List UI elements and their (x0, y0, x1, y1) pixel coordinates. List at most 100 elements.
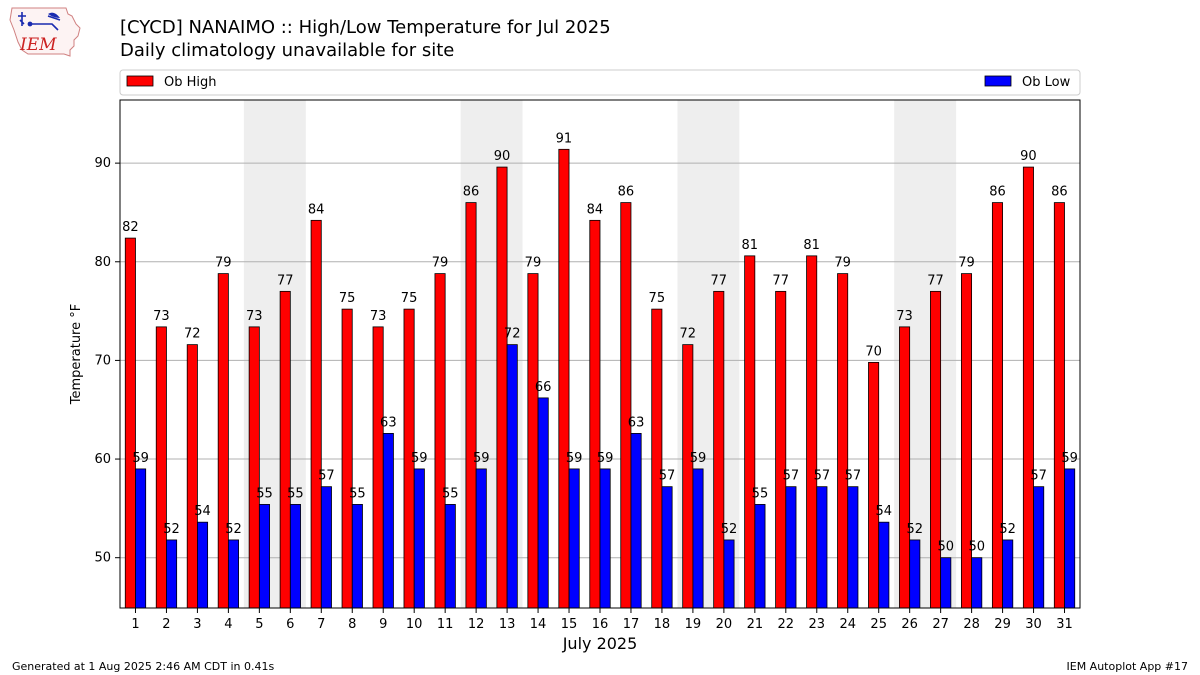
data-label-high: 90 (1020, 149, 1037, 164)
bar-low (723, 539, 735, 609)
bar-high (930, 290, 942, 609)
legend-label-low: Ob Low (1022, 75, 1071, 90)
bar-low (475, 468, 487, 609)
bar-high (496, 166, 508, 609)
data-label-high: 79 (834, 256, 851, 271)
data-label-low: 57 (318, 469, 335, 484)
data-label-low: 63 (380, 415, 397, 430)
x-tick-label: 9 (379, 617, 387, 632)
bar-low (568, 468, 580, 609)
bar-low (166, 539, 178, 609)
data-label-high: 79 (432, 256, 449, 271)
data-label-high: 84 (587, 202, 604, 217)
bar-high (899, 326, 911, 609)
bar-low (258, 504, 270, 609)
data-label-high: 81 (741, 238, 758, 253)
data-label-low: 63 (628, 415, 645, 430)
data-label-high: 79 (958, 256, 975, 271)
bar-high (279, 290, 291, 609)
data-label-low: 55 (287, 486, 304, 501)
bar-low (630, 433, 642, 609)
data-label-high: 79 (525, 256, 542, 271)
data-label-high: 77 (772, 273, 789, 288)
bar-high (341, 308, 353, 609)
data-label-low: 54 (194, 504, 211, 519)
x-tick-label: 12 (468, 617, 485, 632)
data-label-low: 52 (721, 522, 738, 537)
bar-low (197, 521, 209, 609)
data-label-low: 57 (1030, 469, 1047, 484)
bar-low (320, 486, 332, 609)
bar-high (960, 273, 973, 609)
y-tick-label: 90 (94, 156, 111, 171)
bar-high (124, 237, 136, 609)
plot-frame (119, 99, 1081, 609)
data-label-high: 86 (618, 185, 635, 200)
bar-low (847, 486, 859, 609)
bar-low (878, 521, 890, 609)
bar-high (372, 326, 384, 609)
data-label-low: 59 (690, 451, 707, 466)
bar-high (1053, 202, 1065, 609)
bar-low (971, 557, 983, 609)
x-tick-label: 4 (224, 617, 232, 632)
iem-logo: IEM (8, 6, 82, 62)
data-label-low: 57 (783, 469, 800, 484)
data-label-low: 50 (968, 540, 985, 555)
bar-low (785, 486, 797, 609)
data-label-high: 75 (649, 291, 666, 306)
x-tick-label: 20 (716, 617, 733, 632)
x-tick-label: 17 (623, 617, 640, 632)
data-label-low: 55 (442, 486, 459, 501)
footer-generated: Generated at 1 Aug 2025 2:46 AM CDT in 0… (12, 660, 275, 673)
data-label-low: 59 (566, 451, 583, 466)
bar-low (661, 486, 673, 609)
bar-low (1033, 486, 1045, 609)
x-tick-label: 23 (809, 617, 826, 632)
x-tick-label: 28 (963, 617, 980, 632)
x-tick-label: 6 (286, 617, 294, 632)
x-tick-label: 24 (839, 617, 856, 632)
bar-high (868, 361, 880, 609)
bar-high (775, 290, 787, 609)
y-axis-label: Temperature °F (69, 304, 84, 405)
data-label-low: 55 (752, 486, 769, 501)
data-label-high: 72 (184, 327, 201, 342)
bar-low (754, 504, 766, 609)
data-label-high: 86 (989, 185, 1006, 200)
data-label-low: 52 (225, 522, 242, 537)
bar-low (909, 539, 921, 609)
bar-high (589, 219, 601, 609)
data-label-low: 55 (256, 486, 273, 501)
bar-low (1002, 539, 1014, 609)
x-tick-label: 11 (437, 617, 454, 632)
data-label-low: 52 (907, 522, 924, 537)
x-tick-label: 16 (592, 617, 609, 632)
data-label-high: 84 (308, 202, 325, 217)
bar-high (186, 344, 198, 609)
chart-title: [CYCD] NANAIMO :: High/Low Temperature f… (120, 17, 611, 38)
bar-low (227, 539, 240, 609)
data-label-low: 59 (411, 451, 428, 466)
data-label-high: 73 (896, 309, 913, 324)
bar-high (620, 202, 632, 609)
bar-high (713, 290, 725, 609)
data-label-low: 50 (937, 540, 954, 555)
bar-high (465, 202, 477, 609)
data-label-high: 75 (339, 291, 356, 306)
data-label-low: 72 (504, 327, 521, 342)
bar-low (816, 486, 828, 609)
x-tick-label: 26 (901, 617, 918, 632)
bar-high (806, 255, 818, 609)
legend-swatch-low (984, 75, 1012, 87)
data-label-high: 82 (122, 220, 139, 235)
x-tick-label: 27 (932, 617, 949, 632)
y-tick-label: 50 (94, 551, 111, 566)
bar-high (558, 148, 570, 609)
bar-high (682, 344, 694, 609)
legend-box (119, 69, 1081, 96)
x-tick-label: 25 (870, 617, 887, 632)
legend-label-high: Ob High (164, 75, 217, 90)
data-label-low: 52 (163, 522, 180, 537)
bar-low (135, 468, 147, 609)
